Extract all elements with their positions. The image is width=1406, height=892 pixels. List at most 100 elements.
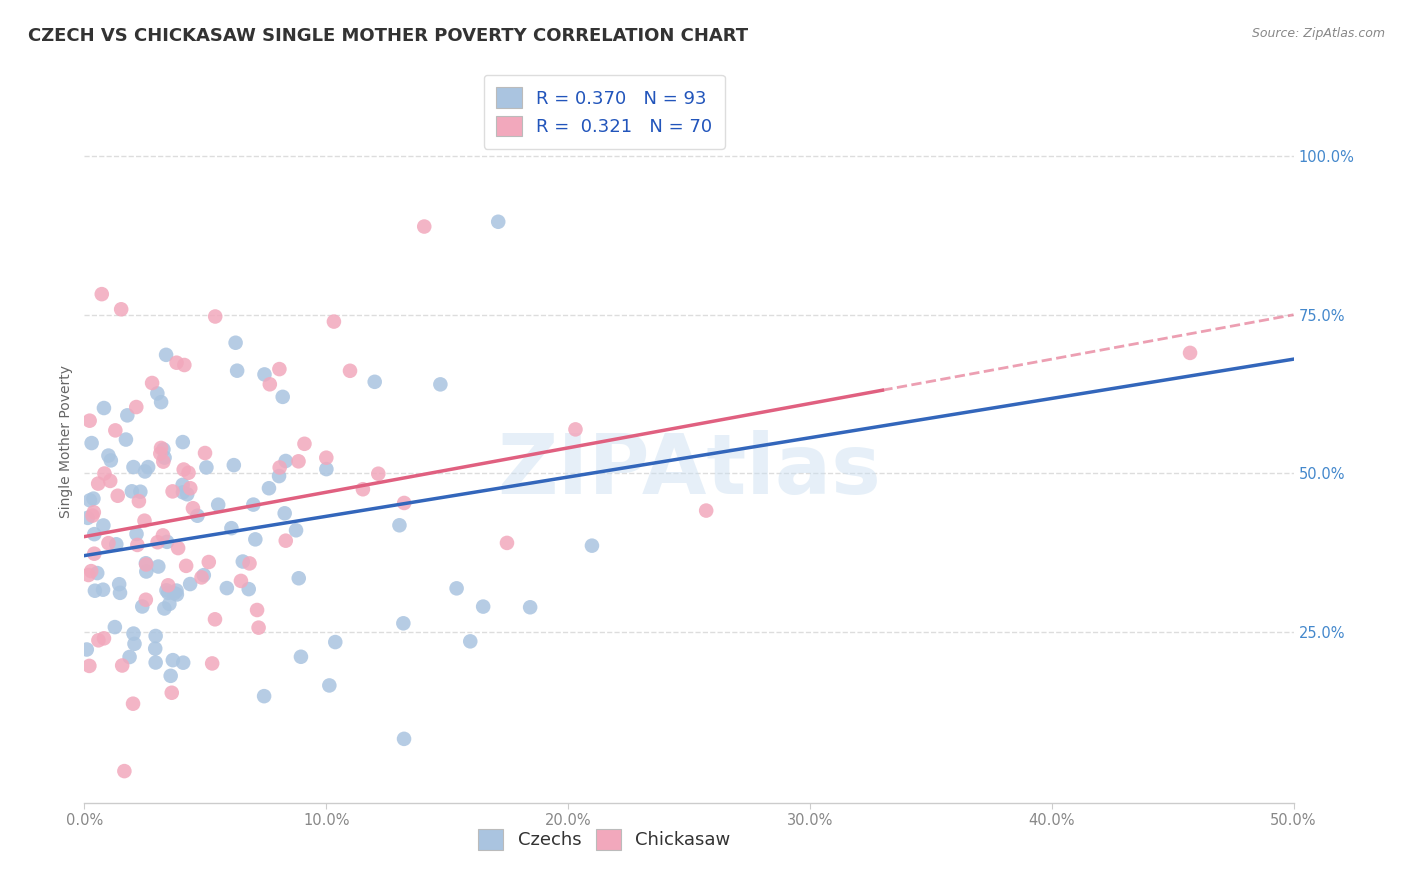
Legend: Czechs, Chickasaw: Czechs, Chickasaw [465,816,744,863]
Point [225,335,247,350]
Point [176,487,198,501]
Point [195,460,218,475]
Point [97,449,120,463]
Point [135,558,157,572]
Point [204,310,226,324]
Point [458,634,481,648]
Point [162,653,184,667]
Point [156,534,179,549]
Point [257,481,280,495]
Text: CZECH VS CHICKASAW SINGLE MOTHER POVERTY CORRELATION CHART: CZECH VS CHICKASAW SINGLE MOTHER POVERTY… [28,27,748,45]
Point [153,450,176,465]
Point [122,626,145,640]
Point [148,559,170,574]
Point [160,686,183,700]
Point [695,503,717,517]
Point [177,466,200,480]
Point [581,539,603,553]
Point [143,641,166,656]
Point [152,442,174,457]
Point [166,356,188,370]
Point [135,565,157,579]
Point [166,583,188,598]
Point [172,435,194,450]
Point [105,537,128,551]
Point [392,496,415,510]
Point [93,467,115,481]
Point [128,494,150,508]
Point [76,511,98,525]
Point [79,659,101,673]
Point [125,400,148,414]
Point [294,437,316,451]
Point [108,586,131,600]
Point [392,616,415,631]
Point [155,583,177,598]
Point [486,215,509,229]
Point [242,498,264,512]
Point [111,658,134,673]
Point [146,386,169,401]
Point [190,570,212,584]
Point [186,508,208,523]
Point [172,656,194,670]
Point [245,533,267,547]
Point [322,315,344,329]
Point [179,577,201,591]
Point [112,764,135,778]
Point [131,599,153,614]
Point [84,583,107,598]
Point [127,538,149,552]
Point [364,375,387,389]
Point [222,458,245,472]
Point [129,484,152,499]
Point [285,524,308,538]
Point [125,527,148,541]
Point [207,498,229,512]
Point [446,582,468,596]
Point [87,476,110,491]
Point [166,587,188,601]
Point [173,358,195,372]
Point [90,287,112,301]
Point [162,484,184,499]
Point [271,390,294,404]
Point [110,302,132,317]
Point [253,368,276,382]
Point [108,577,131,591]
Point [80,564,103,578]
Point [93,401,115,415]
Point [246,603,269,617]
Point [193,568,215,582]
Point [83,527,105,541]
Point [153,601,176,615]
Point [82,491,104,506]
Point [204,612,226,626]
Point [122,697,145,711]
Point [152,455,174,469]
Point [221,521,243,535]
Point [79,493,101,508]
Point [315,450,337,465]
Point [118,650,141,665]
Point [229,574,252,588]
Point [352,482,374,496]
Point [155,348,177,362]
Point [318,678,340,692]
Point [122,460,145,475]
Point [159,669,181,683]
Point [93,518,115,533]
Point [141,376,163,390]
Point [173,462,195,476]
Point [273,506,295,520]
Point [136,460,159,475]
Point [253,689,276,703]
Point [197,555,219,569]
Point [172,485,194,500]
Point [519,600,541,615]
Point [287,454,309,468]
Text: ZIPAtlas: ZIPAtlas [496,430,882,511]
Point [232,555,254,569]
Point [152,528,174,542]
Point [267,469,290,483]
